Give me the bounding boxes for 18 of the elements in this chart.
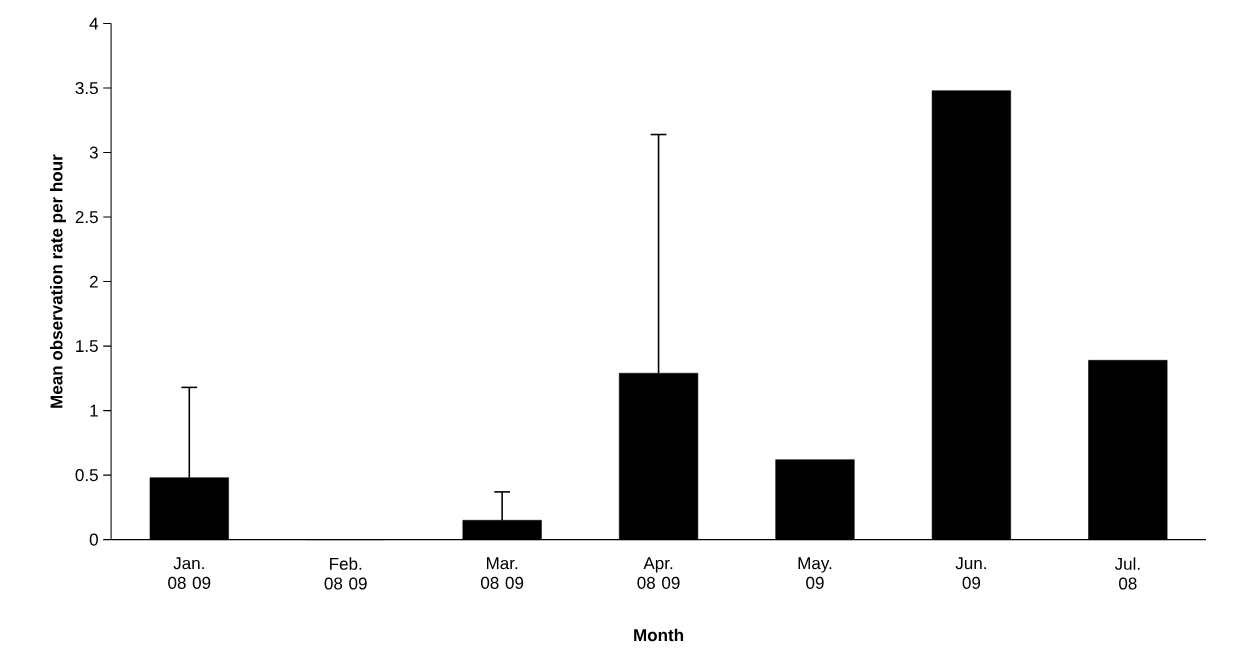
- y-tick-label: 4: [89, 17, 99, 30]
- y-tick-label: 2: [89, 275, 98, 288]
- y-tick-label: 3.5: [75, 81, 98, 94]
- x-tick-label: Feb. 08 09: [324, 557, 367, 590]
- y-tick-label: 2.5: [75, 210, 98, 223]
- x-tick-label: Jun. 09: [955, 557, 986, 589]
- y-tick-label: 0.5: [75, 468, 98, 481]
- x-tick-label: Jul. 08: [1114, 557, 1140, 590]
- y-tick-label: 1.5: [76, 339, 98, 352]
- x-tick-label: May. 09: [798, 557, 832, 589]
- y-tick-label: 3: [89, 146, 98, 159]
- x-tick-label: Jan. 08 09: [168, 557, 211, 589]
- y-axis-title: Mean observation rate per hour: [50, 154, 66, 408]
- x-tick-label: Apr. 08 09: [637, 557, 680, 589]
- x-axis-title: Month: [634, 628, 684, 641]
- y-tick-label: 0: [89, 533, 98, 546]
- y-tick-label: 1: [90, 404, 98, 417]
- x-tick-label: Mar. 08 09: [481, 557, 524, 589]
